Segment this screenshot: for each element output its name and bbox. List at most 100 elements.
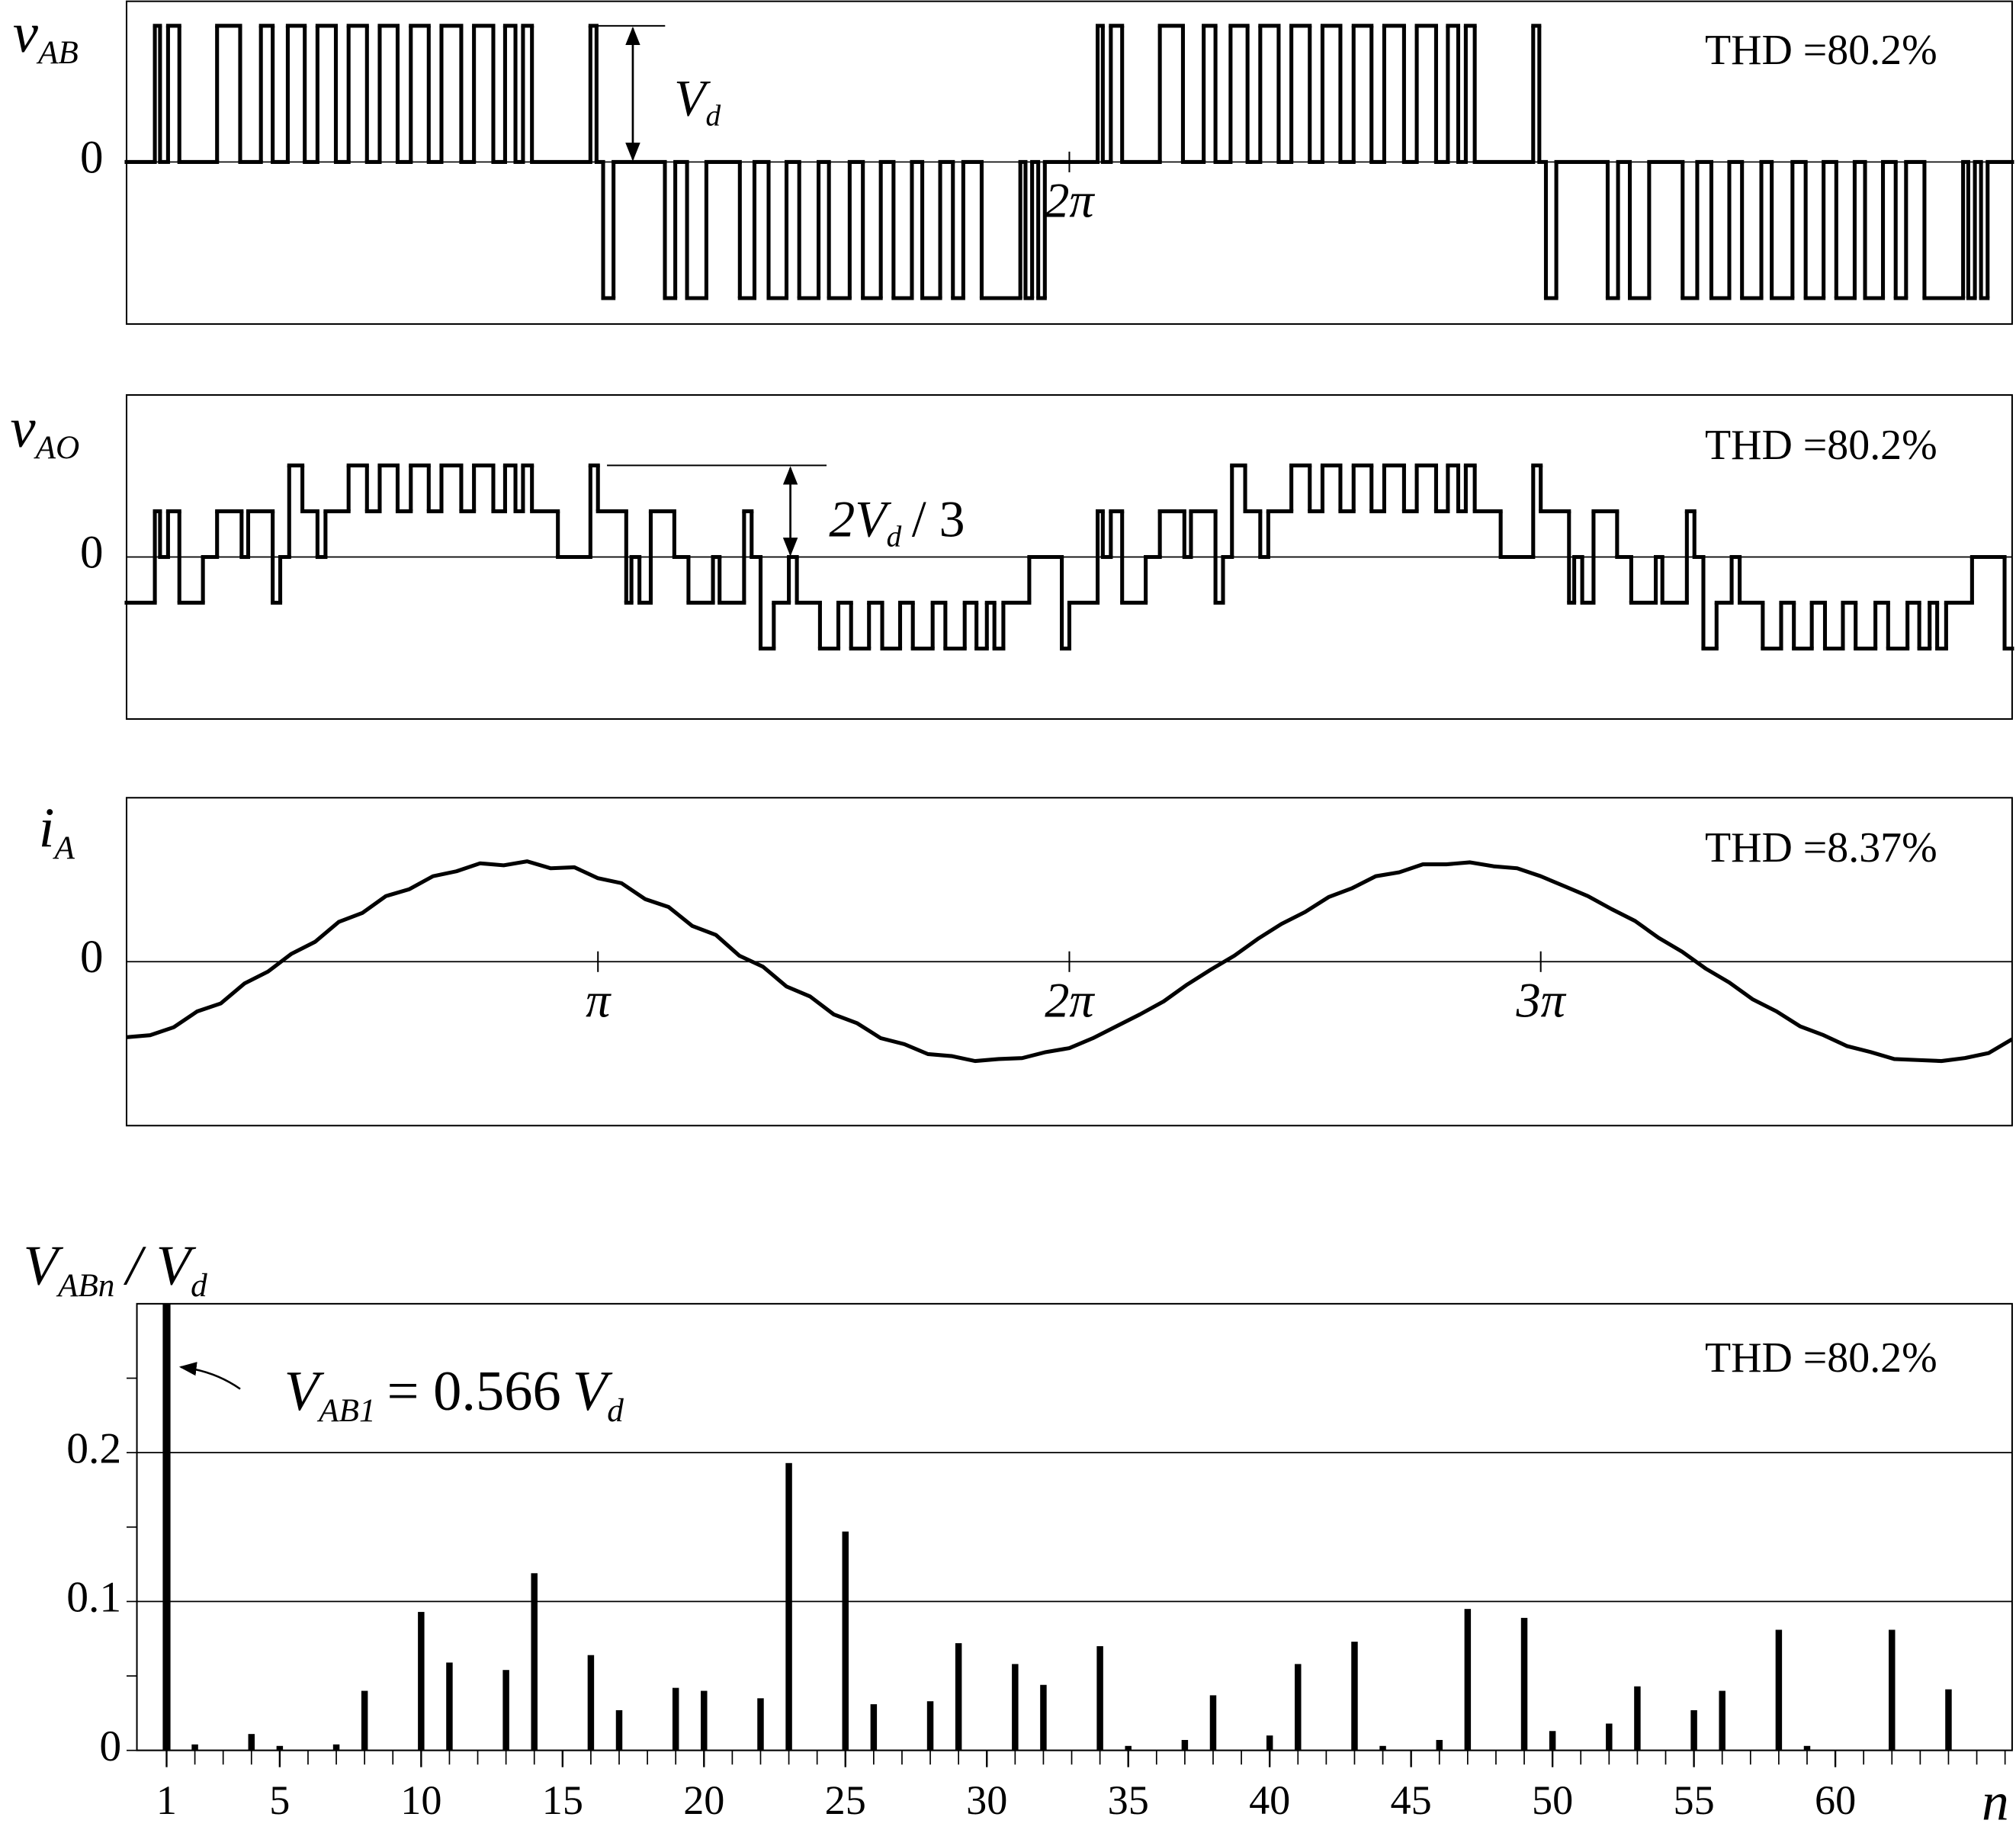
harmonic-bar	[1012, 1664, 1019, 1751]
y-axis-label-text: v	[11, 397, 37, 460]
harmonic-bar	[1351, 1642, 1358, 1751]
harmonic-bar	[955, 1643, 962, 1751]
harmonic-bar	[1690, 1709, 1697, 1751]
harmonic-bar	[332, 1744, 340, 1751]
harmonic-bar	[1803, 1745, 1811, 1751]
x-tick-label: 55	[1674, 1777, 1715, 1823]
y-axis-label: VABn / Vd	[23, 1235, 207, 1304]
y-tick-label: 0.1	[66, 1574, 121, 1622]
dimension-label-subscript: d	[706, 100, 721, 133]
x-axis-label: n	[1982, 1772, 2009, 1831]
dimension-label: Vd	[674, 69, 721, 133]
harmonic-bar	[1719, 1690, 1725, 1751]
x-tick-label: π	[586, 974, 612, 1028]
harmonic-bar	[785, 1462, 792, 1751]
harmonic-bar	[1379, 1745, 1386, 1751]
harmonic-bar	[1520, 1617, 1528, 1751]
fundamental-label-subscript: AB1	[316, 1392, 375, 1429]
harmonic-bar	[842, 1531, 849, 1751]
harmonic-bar	[446, 1662, 453, 1751]
y-axis-label-subscript: ABn	[56, 1267, 114, 1304]
harmonic-bar	[1295, 1664, 1302, 1751]
y-axis-label: vAB	[13, 2, 79, 71]
harmonic-bar	[276, 1745, 284, 1751]
dimension-label-text: V	[674, 69, 711, 127]
thd-annotation: THD =80.2%	[1705, 27, 1937, 74]
pointer-arrow	[178, 1362, 241, 1390]
dimension-label-text: 2V	[829, 490, 891, 547]
fundamental-label-subscript: d	[607, 1392, 624, 1429]
harmonic-bar	[701, 1690, 708, 1751]
x-tick-label: 10	[400, 1777, 441, 1823]
harmonic-bar	[1549, 1731, 1556, 1751]
harmonic-bar	[162, 1303, 171, 1751]
harmonic-bar	[672, 1687, 679, 1751]
harmonic-bar	[1606, 1723, 1613, 1751]
x-tick-label: 2π	[1045, 974, 1095, 1028]
harmonic-bar	[191, 1744, 198, 1751]
harmonic-bar	[1775, 1629, 1783, 1751]
y-axis-label: vAO	[11, 397, 80, 466]
harmonic-bar	[418, 1612, 425, 1751]
x-tick-label: 20	[683, 1777, 724, 1823]
harmonic-bar	[531, 1573, 538, 1751]
y-tick-label: 0.2	[66, 1424, 121, 1472]
fundamental-label-text: V	[573, 1360, 613, 1423]
harmonic-bar	[1436, 1739, 1443, 1751]
harmonic-bar	[757, 1698, 764, 1751]
harmonic-bar	[248, 1734, 255, 1751]
harmonic-bar	[502, 1670, 509, 1751]
y-axis-label-subscript: d	[191, 1267, 207, 1304]
x-tick-label: 5	[269, 1777, 290, 1823]
y-tick-label: 0	[80, 528, 103, 579]
thd-annotation: THD =80.2%	[1705, 422, 1937, 469]
y-axis-label-text: v	[13, 2, 39, 65]
fundamental-label-text: V	[284, 1360, 325, 1423]
fundamental-label: VAB1 = 0.566 Vd	[284, 1360, 624, 1429]
x-tick-label: 3π	[1515, 974, 1566, 1028]
x-tick-label: 15	[542, 1777, 583, 1823]
current-line	[126, 859, 2014, 1064]
harmonic-bar	[1464, 1609, 1472, 1751]
x-tick-label: 40	[1249, 1777, 1290, 1823]
dimension-label: 2Vd / 3	[829, 490, 965, 554]
y-tick-label: 0	[99, 1722, 121, 1770]
harmonic-bar	[361, 1690, 368, 1751]
harmonic-bar	[1266, 1735, 1273, 1751]
x-tick-label: 1	[156, 1777, 177, 1823]
fundamental-label-text: = 0.566	[387, 1360, 560, 1423]
x-tick-label: 60	[1815, 1777, 1856, 1823]
harmonic-bar	[1209, 1695, 1217, 1751]
y-tick-label: 0	[80, 932, 103, 983]
harmonic-bar	[870, 1704, 878, 1751]
harmonic-bar	[1889, 1629, 1896, 1751]
y-axis-label: iA	[39, 798, 75, 866]
dimension-label-subscript: d	[887, 521, 902, 554]
y-axis-label-text: i	[39, 798, 55, 860]
x-tick-label: 25	[825, 1777, 866, 1823]
x-tick-label: 30	[966, 1777, 1007, 1823]
x-tick-label: 2π	[1045, 174, 1095, 228]
x-tick-label: 45	[1391, 1777, 1432, 1823]
x-tick-label: 50	[1532, 1777, 1573, 1823]
harmonic-bar	[1181, 1739, 1189, 1751]
harmonic-bar	[587, 1655, 595, 1751]
y-axis-label-subscript: AO	[34, 429, 80, 466]
harmonic-bar	[1040, 1684, 1047, 1751]
harmonic-bar	[1125, 1745, 1132, 1751]
harmonic-bar	[1945, 1689, 1952, 1751]
y-axis-label-text: V	[23, 1235, 63, 1298]
y-axis-label-text: / V	[123, 1235, 196, 1298]
y-axis-label-subscript: A	[53, 830, 75, 866]
y-axis-label-subscript: AB	[36, 34, 79, 71]
thd-annotation: THD =8.37%	[1705, 824, 1937, 872]
harmonic-bar	[926, 1701, 934, 1751]
thd-annotation: THD =80.2%	[1705, 1334, 1937, 1382]
harmonic-bar	[615, 1709, 623, 1751]
harmonic-bar	[1096, 1645, 1103, 1751]
y-tick-label: 0	[80, 132, 103, 183]
harmonic-bar	[1634, 1686, 1641, 1751]
x-tick-label: 35	[1108, 1777, 1149, 1823]
